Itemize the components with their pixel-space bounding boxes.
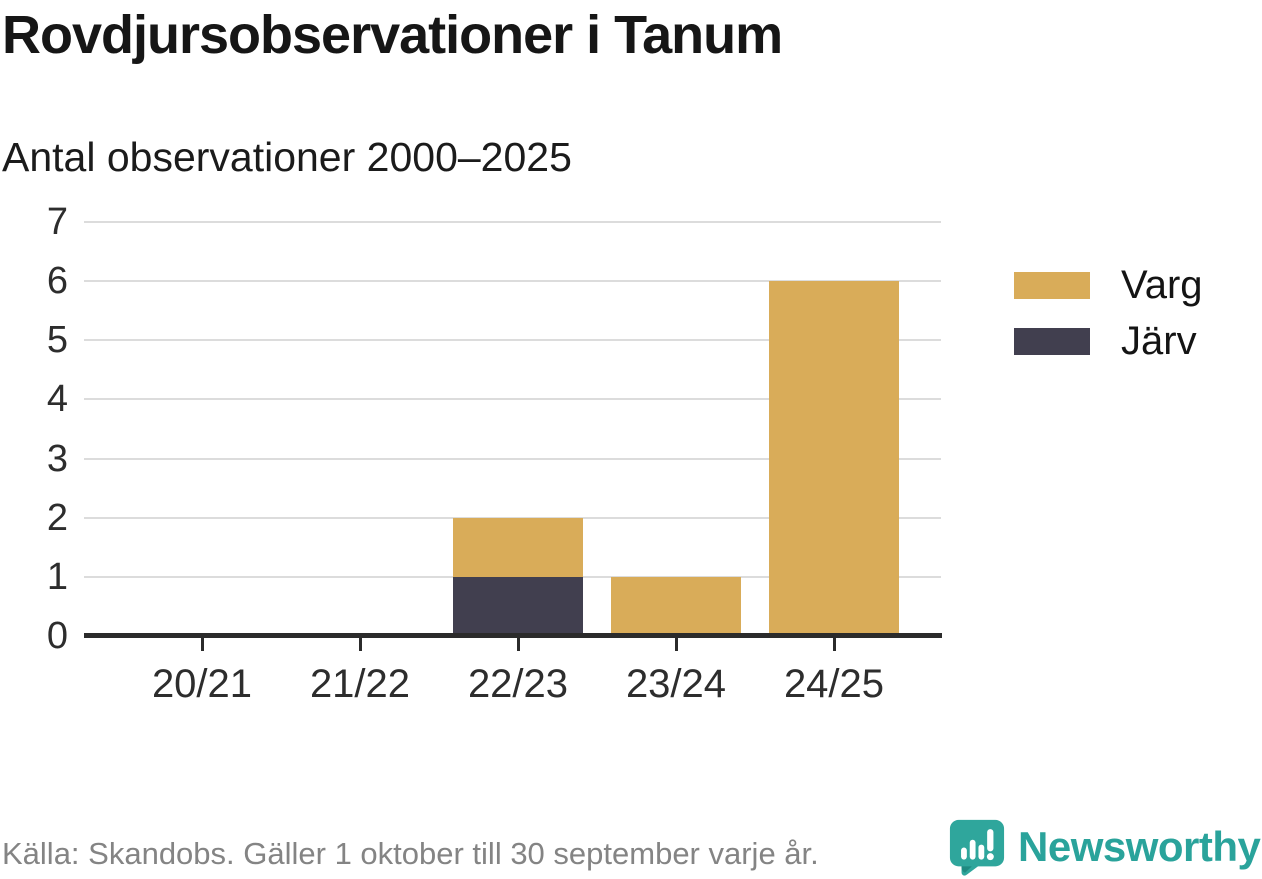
x-axis-tick	[358, 638, 362, 651]
x-axis-tick	[200, 638, 204, 651]
bar-24-25-varg	[769, 281, 899, 636]
chart-subtitle: Antal observationer 2000–2025	[2, 134, 572, 180]
bar-22-23-varg	[453, 517, 583, 577]
gridline-y7	[84, 221, 941, 223]
legend-item-varg: Varg	[1014, 265, 1203, 305]
x-axis-tick-label: 22/23	[467, 662, 569, 706]
x-axis-tick	[516, 638, 520, 651]
source-note: Källa: Skandobs. Gäller 1 oktober till 3…	[2, 836, 819, 871]
legend-swatch-varg	[1014, 271, 1090, 299]
legend-label: Järv	[1121, 319, 1197, 363]
y-axis-tick-label: 7	[46, 201, 68, 243]
y-axis-tick-label: 3	[46, 437, 68, 480]
legend-label: Varg	[1121, 263, 1203, 307]
x-axis-tick-label: 20/21	[151, 662, 253, 706]
brand-name: Newsworthy	[1018, 823, 1261, 870]
y-axis-tick-label: 2	[46, 496, 68, 539]
y-axis-tick-label: 4	[46, 378, 68, 421]
legend-item-järv: Järv	[1014, 321, 1197, 361]
exclamation-bar	[987, 829, 994, 852]
gridline-y5	[84, 339, 941, 342]
x-axis-tick-label: 23/24	[625, 662, 727, 706]
x-axis-tick	[832, 638, 836, 651]
gridline-y3	[84, 457, 941, 460]
y-axis-tick-label: 0	[46, 615, 68, 657]
speech-bubble-shape	[949, 819, 1005, 876]
chart-bar-3	[978, 844, 985, 860]
chart-title: Rovdjursobservationer i Tanum	[2, 5, 783, 65]
exclamation-dot	[986, 853, 994, 861]
gridline-y4	[84, 398, 941, 401]
chart-bar-2	[969, 839, 976, 860]
x-axis-tick-label: 24/25	[783, 662, 885, 706]
brand-logo: Newsworthy	[948, 817, 1261, 877]
x-axis-tick	[674, 638, 678, 651]
bar-22-23-järv	[453, 576, 583, 636]
y-axis-tick-label: 1	[46, 555, 68, 598]
bar-23-24-varg	[611, 576, 741, 636]
gridline-y6	[84, 280, 941, 283]
x-axis-tick-label: 21/22	[309, 662, 411, 706]
x-axis-baseline	[84, 633, 942, 638]
bubble-tail-shade	[961, 866, 972, 873]
y-axis-tick-label: 5	[46, 319, 68, 362]
chart-bar-1	[961, 847, 967, 860]
newsworthy-speech-bubble-chart-icon	[949, 819, 1005, 876]
y-axis-tick-label: 6	[46, 260, 68, 303]
legend-swatch-järv	[1014, 327, 1090, 355]
